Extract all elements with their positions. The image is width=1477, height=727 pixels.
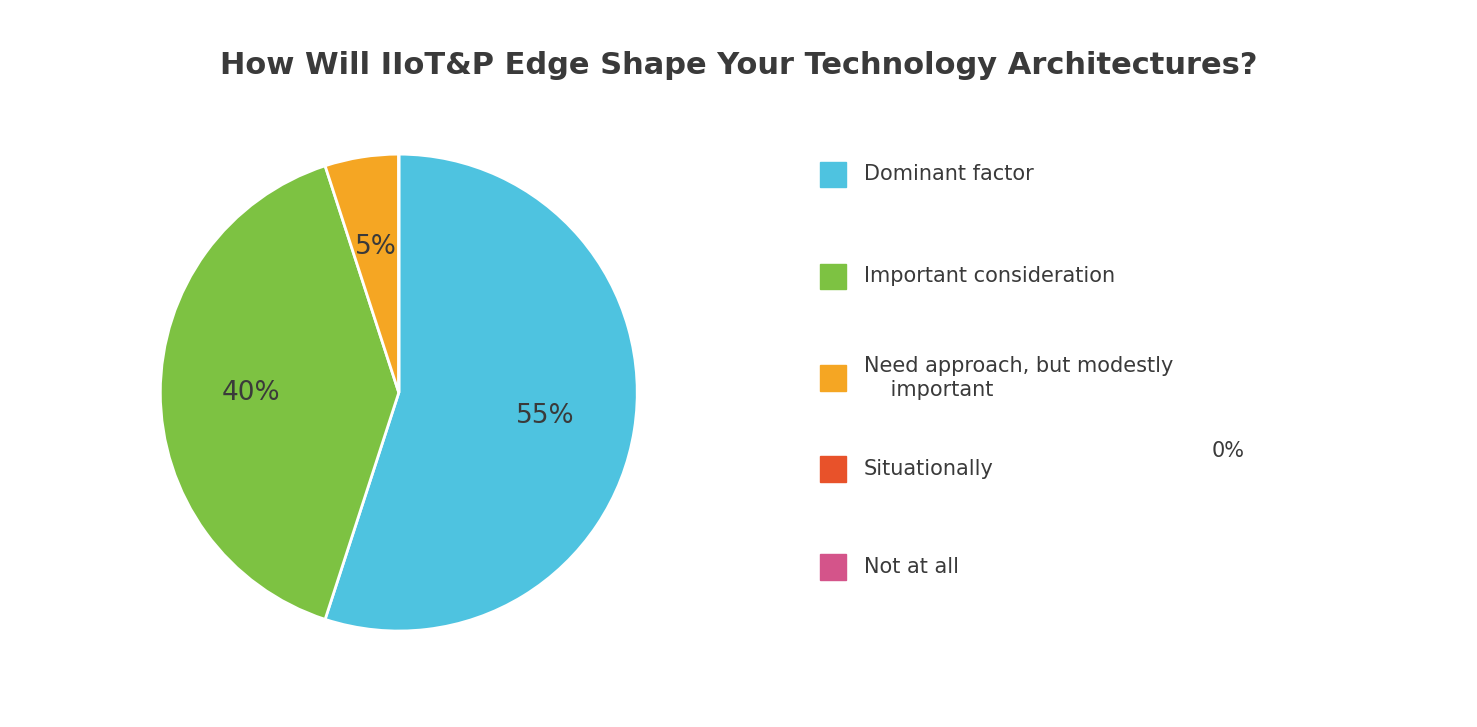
Text: How Will IIoT&P Edge Shape Your Technology Architectures?: How Will IIoT&P Edge Shape Your Technolo…	[220, 51, 1257, 80]
Text: 55%: 55%	[515, 403, 575, 429]
Text: Not at all: Not at all	[864, 557, 959, 577]
Text: Dominant factor: Dominant factor	[864, 164, 1034, 185]
Wedge shape	[325, 154, 399, 393]
Wedge shape	[325, 154, 637, 631]
Text: 5%: 5%	[354, 233, 397, 260]
Wedge shape	[161, 166, 399, 619]
Text: Situationally: Situationally	[864, 459, 994, 479]
Text: Important consideration: Important consideration	[864, 266, 1115, 286]
Text: 40%: 40%	[222, 379, 281, 406]
Text: 0%: 0%	[1211, 441, 1244, 461]
Text: Need approach, but modestly
    important: Need approach, but modestly important	[864, 356, 1173, 400]
